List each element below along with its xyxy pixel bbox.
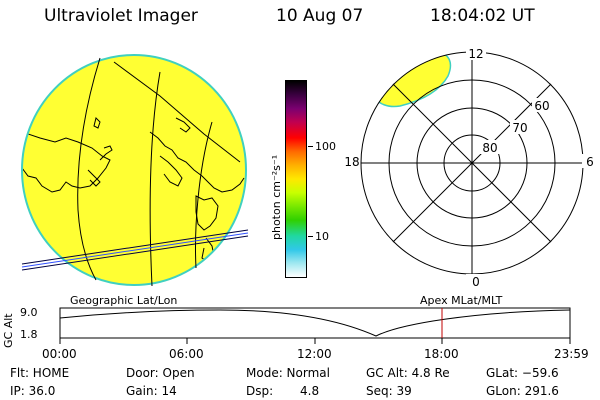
mlt-label-6: 6: [586, 155, 594, 169]
instrument-title: Ultraviolet Imager: [44, 6, 198, 26]
color-scale-bar: [285, 80, 307, 278]
mlt-label-18: 18: [344, 155, 359, 169]
geographic-label: Geographic Lat/Lon: [70, 294, 178, 307]
status-ip: IP: 36.0: [10, 384, 56, 398]
apex-label: Apex MLat/MLT: [420, 294, 503, 307]
colorbar-tick: [308, 236, 313, 237]
status-dsp-value: 4.8: [300, 384, 320, 398]
coastline: [149, 131, 245, 193]
status-mode: Mode: Normal: [246, 366, 330, 380]
lat-label-60: 60: [534, 99, 549, 113]
coastline: [195, 195, 219, 231]
altitude-curve: [59, 309, 571, 337]
coastline: [159, 155, 183, 187]
time-tick-1800: 18:00: [424, 347, 459, 361]
terminator-line: [21, 232, 249, 268]
coastline: [219, 249, 233, 277]
terminator-line: [21, 235, 249, 271]
status-gain: Gain: 14: [126, 384, 177, 398]
mlt-label-0: 0: [472, 275, 480, 289]
mlt-line-diag: [392, 83, 552, 243]
auroral-emission-region: [373, 53, 452, 108]
observation-date: 10 Aug 07: [276, 6, 364, 26]
status-glon: GLon: 291.6: [486, 384, 559, 398]
altitude-plot: [59, 307, 571, 344]
meridian-line: [77, 57, 101, 281]
colorbar-tick-100: 100: [315, 140, 336, 153]
globe-disk: [21, 54, 247, 286]
time-tick-1200: 12:00: [297, 347, 332, 361]
observation-time: 18:04:02 UT: [430, 6, 535, 26]
status-door: Door: Open: [126, 366, 195, 380]
status-glat: GLat: −59.6: [486, 366, 559, 380]
coastline: [99, 145, 113, 161]
coastline: [87, 169, 101, 187]
lat-label-70: 70: [512, 121, 527, 135]
status-gc-alt: GC Alt: 4.8 Re: [366, 366, 450, 380]
colorbar-unit-label: photon cm⁻²s⁻¹: [270, 154, 283, 240]
time-tick-2359: 23:59: [554, 347, 589, 361]
status-dsp-label: Dsp:: [246, 384, 274, 398]
altitude-ymax: 9.0: [20, 306, 38, 319]
coastline: [93, 117, 101, 129]
meridian-line: [113, 61, 241, 163]
altitude-ymin: 1.8: [20, 328, 38, 341]
time-tick-0600: 06:00: [169, 347, 204, 361]
status-seq: Seq: 39: [366, 384, 412, 398]
time-tick-0000: 00:00: [42, 347, 77, 361]
terminator-line: [21, 229, 249, 265]
lat-label-80: 80: [482, 141, 497, 155]
colorbar-tick-10: 10: [315, 230, 329, 243]
mlt-label-12: 12: [468, 47, 483, 61]
colorbar-tick: [308, 146, 313, 147]
coastline: [23, 127, 111, 193]
meridian-line: [195, 121, 213, 269]
polar-mlt-plot: 12 0 18 6 60 70 80: [340, 46, 596, 289]
coastline: [175, 117, 191, 133]
status-flight: Flt: HOME: [10, 366, 70, 380]
